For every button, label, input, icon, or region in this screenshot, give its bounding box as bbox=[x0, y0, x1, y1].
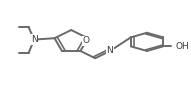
Text: N: N bbox=[107, 47, 113, 55]
Text: O: O bbox=[83, 36, 89, 45]
Text: OH: OH bbox=[175, 42, 189, 51]
Text: N: N bbox=[31, 35, 38, 44]
